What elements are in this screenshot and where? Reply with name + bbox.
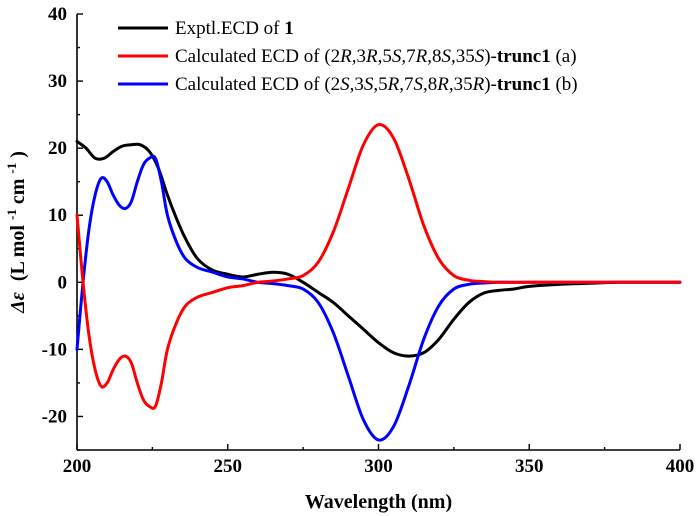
x-tick-label: 200 — [63, 456, 92, 477]
y-tick-label: 20 — [48, 138, 67, 159]
legend-item-calc-a: Calculated ECD of (2R,3R,5S,7R,8S,35S)-t… — [118, 46, 577, 67]
legend-item-calc-b: Calculated ECD of (2S,3S,5R,7S,8R,35R)-t… — [118, 74, 578, 95]
x-tick-label: 250 — [214, 456, 243, 477]
x-axis-title: Wavelength (nm) — [305, 491, 452, 513]
legend-label: Calculated ECD of (2R,3R,5S,7R,8S,35S)-t… — [175, 46, 577, 67]
series-calc-b-line — [75, 154, 682, 442]
y-axis-unit-sup1: -1 — [4, 209, 19, 220]
x-tick-label: 350 — [515, 456, 544, 477]
y-axis-unit-suffix: ) — [7, 151, 29, 158]
legend: Exptl.ECD of 1 Calculated ECD of (2R,3R,5… — [118, 18, 578, 95]
y-axis-unit-sup2: -1 — [4, 163, 19, 174]
y-tick-label: 30 — [48, 71, 67, 92]
legend-label: Exptl.ECD of 1 — [175, 18, 294, 39]
axes: -20 -10 0 10 20 30 40 200 250 300 350 400 — [42, 4, 695, 477]
y-tick-label: 0 — [58, 272, 68, 293]
y-tick-label: 10 — [48, 205, 67, 226]
y-axis-unit-prefix: (L mol — [7, 225, 29, 282]
x-tick-label: 400 — [666, 456, 695, 477]
y-tick-label: -20 — [42, 406, 67, 427]
x-tick-label: 300 — [364, 456, 393, 477]
y-axis-symbol: Δε — [7, 291, 29, 314]
y-axis-unit-mid: cm — [7, 178, 29, 204]
legend-item-exptl: Exptl.ECD of 1 — [118, 18, 294, 39]
y-tick-label: -10 — [42, 339, 67, 360]
y-tick-label: 40 — [48, 4, 67, 25]
legend-label: Calculated ECD of (2S,3S,5R,7S,8R,35R)-t… — [175, 74, 578, 95]
series-calc-a-line — [75, 123, 682, 410]
y-axis-title: Δε (L mol -1 cm -1 ) — [0, 151, 29, 314]
series-exptl-line — [75, 139, 682, 358]
series-layer — [75, 123, 682, 442]
